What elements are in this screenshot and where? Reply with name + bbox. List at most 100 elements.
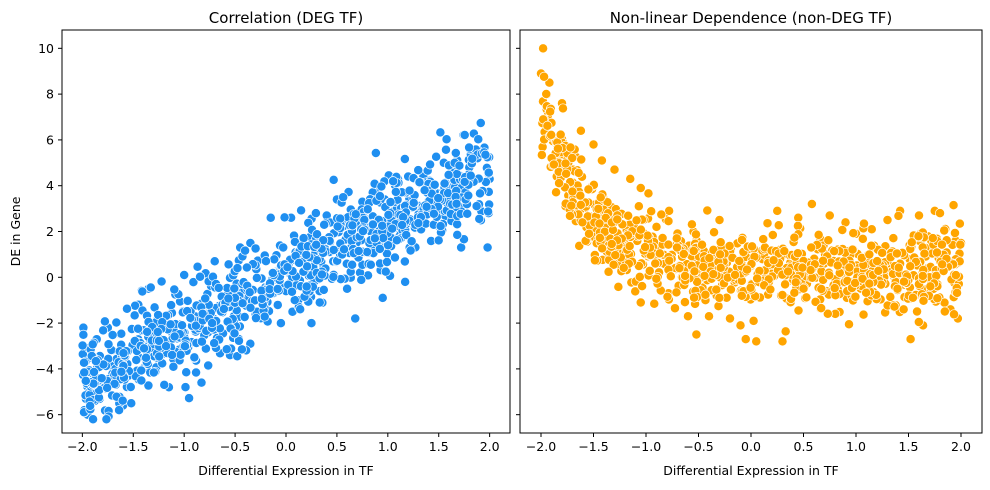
left-scatter-point xyxy=(141,352,151,363)
left-scatter-point xyxy=(365,259,376,270)
left-scatter-point xyxy=(169,284,180,295)
right-x-tick-label: 1.5 xyxy=(899,439,919,454)
left-scatter-point xyxy=(142,326,153,337)
left-y-tick-label: 10 xyxy=(38,41,54,56)
right-scatter-point xyxy=(650,258,661,269)
right-scatter-point xyxy=(545,106,556,117)
left-y-tick-label: −2 xyxy=(36,316,54,331)
right-scatter-point xyxy=(913,231,924,242)
left-x-tick-label: 0.5 xyxy=(327,439,347,454)
right-scatter-point xyxy=(606,239,617,249)
left-scatter-point xyxy=(401,229,412,240)
left-chart-title: Correlation (DEG TF) xyxy=(209,9,363,27)
left-scatter-point xyxy=(197,308,208,319)
left-scatter-point xyxy=(332,221,343,232)
right-scatter-point xyxy=(643,188,654,199)
right-points-layer xyxy=(536,43,966,347)
right-scatter-point xyxy=(899,276,909,287)
left-scatter-point xyxy=(196,377,207,388)
right-scatter-point xyxy=(925,281,936,292)
left-scatter-point xyxy=(463,190,474,201)
left-scatter-point xyxy=(452,229,463,240)
left-scatter-point xyxy=(168,361,179,372)
left-scatter-point xyxy=(229,328,240,339)
left-scatter-point xyxy=(482,242,493,253)
right-scatter-point xyxy=(730,269,741,280)
right-scatter-point xyxy=(866,240,877,251)
right-scatter-point xyxy=(555,129,566,140)
left-scatter-point xyxy=(267,268,278,278)
right-scatter-point xyxy=(927,233,938,244)
right-scatter-point xyxy=(955,239,966,250)
right-scatter-point xyxy=(758,234,769,245)
left-scatter-point xyxy=(296,205,307,216)
left-scatter-point xyxy=(182,295,193,306)
left-scatter-point xyxy=(265,212,276,223)
left-scatter-point xyxy=(408,197,419,208)
left-scatter-point xyxy=(87,339,98,350)
right-scatter-point xyxy=(593,203,604,214)
left-scatter-point xyxy=(378,233,389,243)
left-scatter-point xyxy=(122,303,132,314)
right-y-ticks xyxy=(516,47,520,416)
right-scatter-point xyxy=(584,228,595,239)
left-scatter-point xyxy=(189,352,200,363)
right-scatter-point xyxy=(913,317,924,327)
right-scatter-point xyxy=(932,247,942,258)
right-scatter-point xyxy=(810,296,821,307)
right-scatter-point xyxy=(715,249,726,260)
right-scatter-point xyxy=(850,291,861,302)
right-scatter-point xyxy=(565,142,576,153)
right-scatter-point xyxy=(844,319,854,330)
right-scatter-point xyxy=(767,230,778,240)
right-scatter-point xyxy=(877,247,888,258)
left-scatter-point xyxy=(221,344,232,355)
right-scatter-point xyxy=(861,287,872,298)
right-scatter-point xyxy=(595,192,606,203)
right-scatter-point xyxy=(635,183,646,193)
right-scatter-point xyxy=(792,220,803,231)
right-scatter-point xyxy=(714,215,725,225)
right-scatter-point xyxy=(859,218,869,229)
right-scatter-point xyxy=(783,266,794,277)
right-scatter-point xyxy=(937,259,948,270)
left-scatter-point xyxy=(234,335,244,346)
right-scatter-point xyxy=(905,261,916,272)
left-scatter-point xyxy=(450,148,461,158)
right-scatter-point xyxy=(816,284,827,294)
left-scatter-point xyxy=(298,233,309,244)
left-y-tick-label: 0 xyxy=(46,270,54,285)
left-scatter-point xyxy=(272,299,283,310)
right-scatter-point xyxy=(597,243,608,254)
left-scatter-point xyxy=(223,293,234,304)
left-scatter-point xyxy=(250,243,261,254)
left-scatter-point xyxy=(369,233,380,244)
left-scatter-point xyxy=(245,302,256,313)
right-scatter-point xyxy=(748,315,759,326)
left-y-tick-label: −4 xyxy=(36,361,54,376)
right-scatter-point xyxy=(610,250,621,261)
right-scatter-point xyxy=(919,248,930,259)
right-scatter-point xyxy=(747,241,758,252)
right-scatter-point xyxy=(813,229,824,240)
right-scatter-point xyxy=(773,220,784,231)
right-scatter-point xyxy=(740,334,751,345)
left-scatter-point xyxy=(399,154,410,164)
left-scatter-point xyxy=(101,414,112,425)
left-scatter-point xyxy=(413,218,424,229)
right-scatter-point xyxy=(618,262,629,273)
right-scatter-point xyxy=(779,246,790,257)
right-scatter-point xyxy=(689,266,700,277)
right-scatter-point xyxy=(816,303,827,314)
left-x-tick-label: 0.0 xyxy=(276,439,296,454)
left-scatter-point xyxy=(413,165,424,176)
left-x-tick-label: −1.5 xyxy=(118,439,148,454)
left-scatter-point xyxy=(475,188,485,199)
right-scatter-point xyxy=(635,297,646,308)
left-subplot: −2.0 −1.5 −1.0 −0.5 0.0 0.5 1.0 1.5 2.0 −6 −4 −2 0 2… xyxy=(8,9,511,478)
right-scatter-point xyxy=(829,283,840,294)
left-scatter-point xyxy=(383,240,393,251)
right-scatter-point xyxy=(798,283,809,294)
right-scatter-point xyxy=(688,246,699,256)
left-scatter-point xyxy=(143,380,154,391)
